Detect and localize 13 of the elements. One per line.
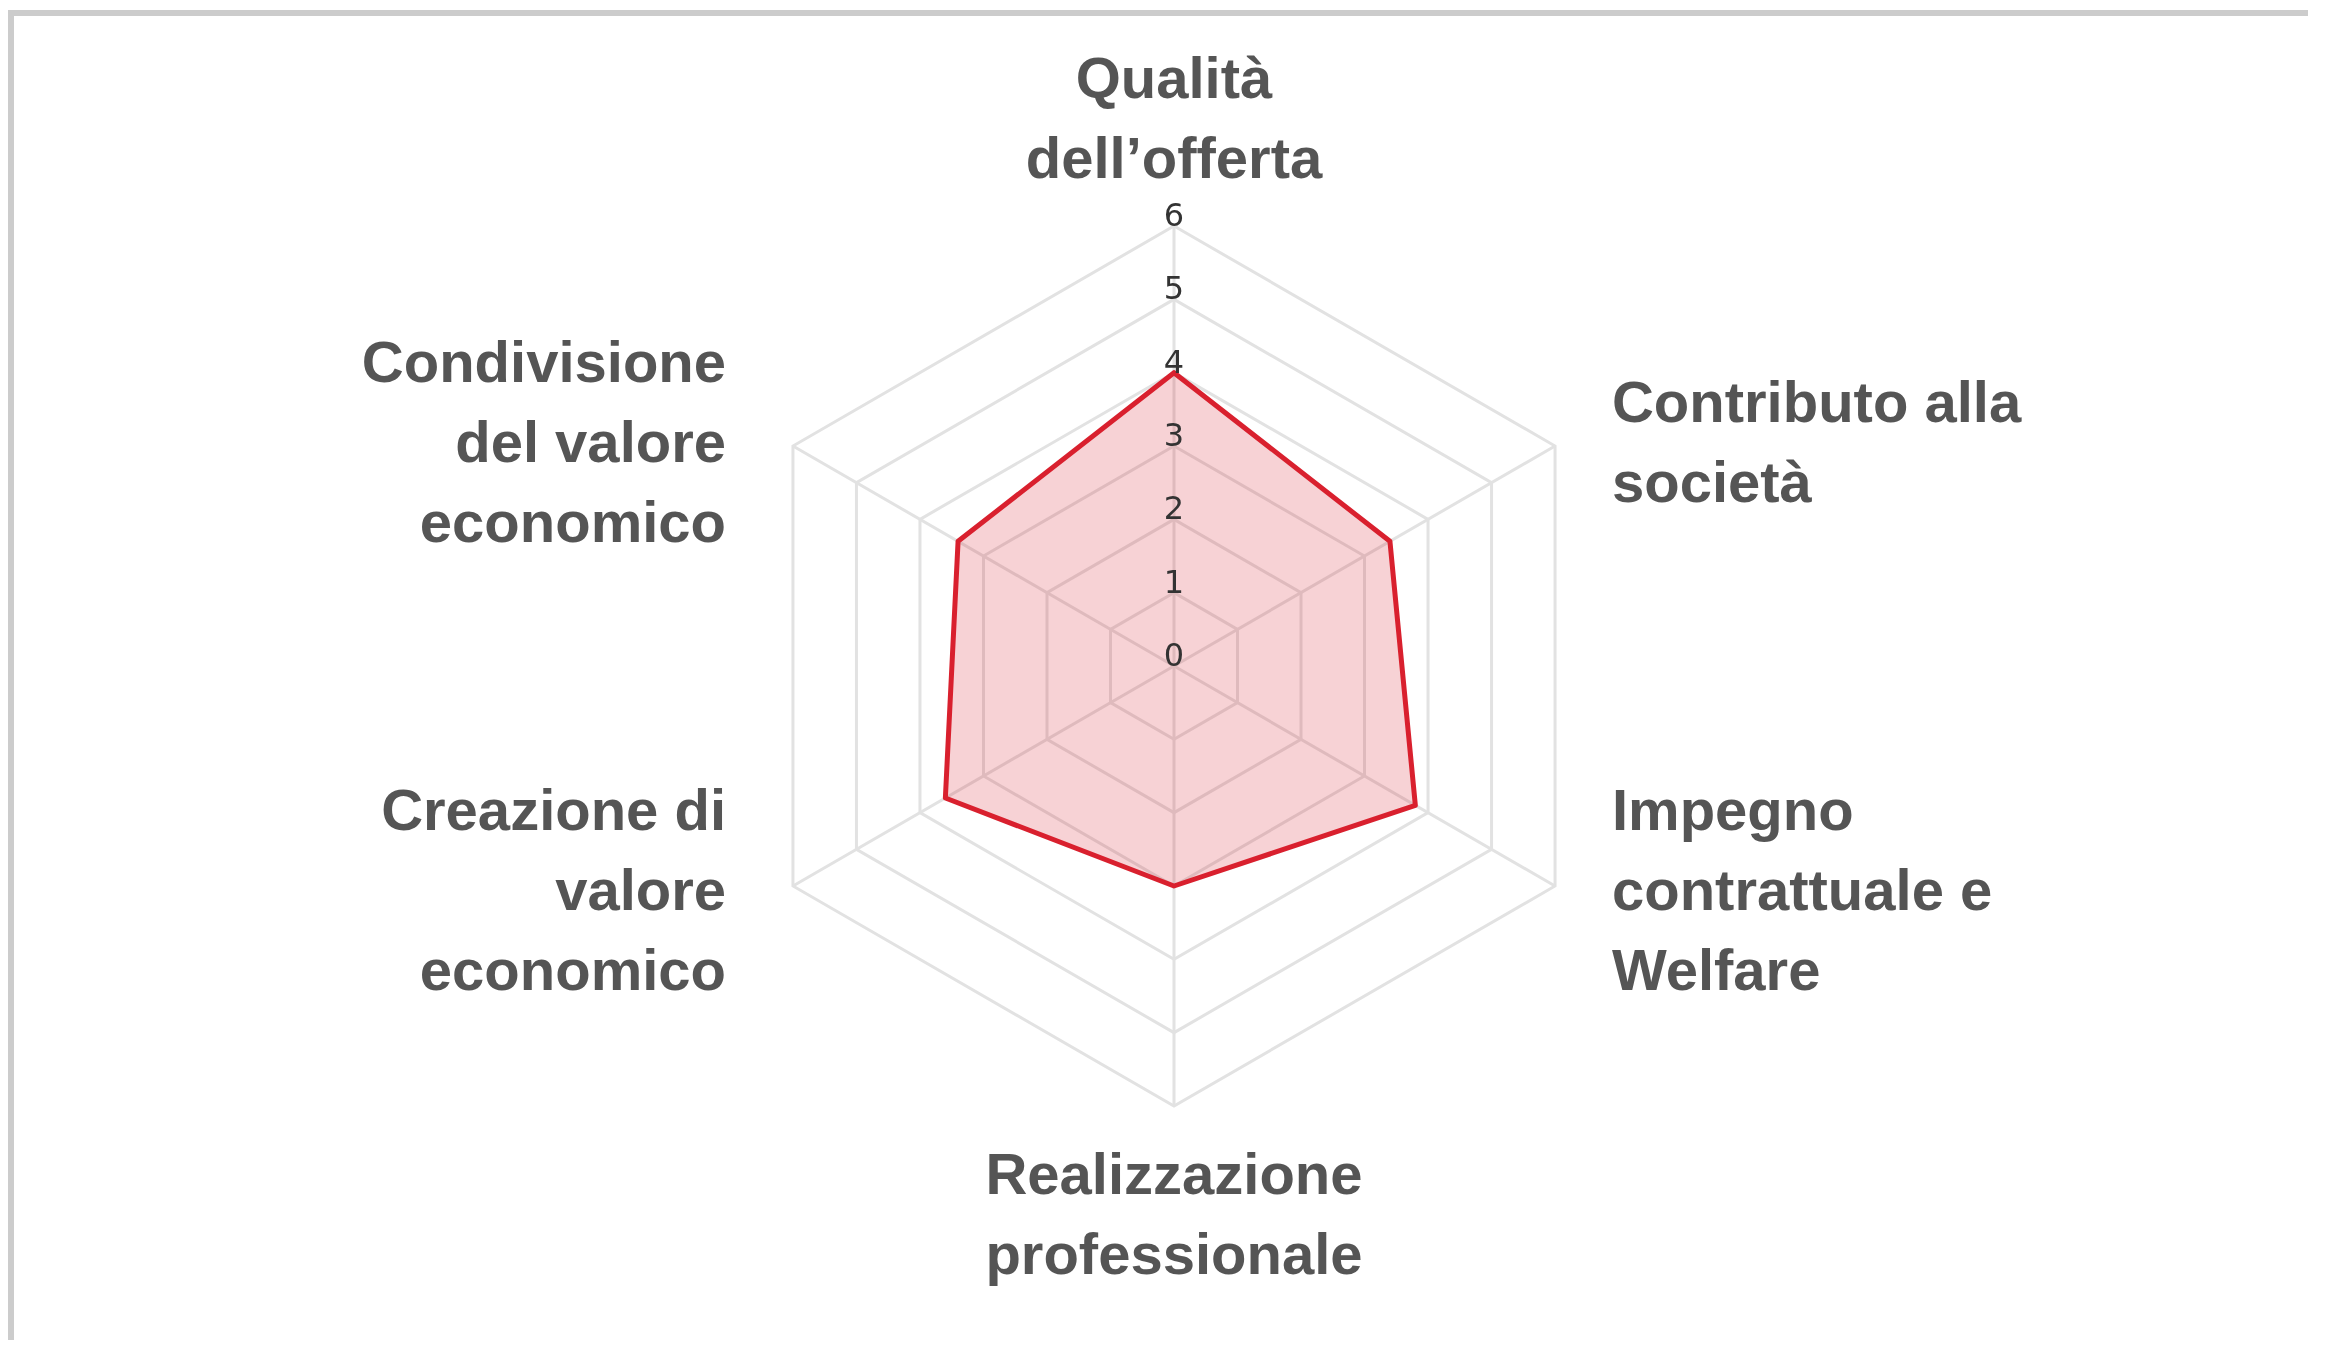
y-tick-label: 6: [1163, 196, 1185, 234]
spoke-label: Qualità dell’offerta: [1025, 45, 1323, 190]
y-tick-label: 0: [1163, 636, 1185, 674]
spoke-label: Impegno contrattuale e Welfare: [1611, 777, 1993, 1002]
y-tick-label: 4: [1163, 342, 1185, 381]
spoke-label: Realizzazione professionale: [985, 1141, 1363, 1286]
y-tick-label: 2: [1163, 489, 1185, 528]
spoke-label: Creazione di valore economico: [381, 777, 727, 1002]
spoke-label: Condivisione del valore economico: [361, 329, 727, 554]
y-tick-label: 5: [1163, 269, 1185, 308]
y-tick-label: 1: [1163, 562, 1185, 601]
spoke-label: Contributo alla società: [1611, 369, 2022, 514]
y-tick-label: 3: [1163, 416, 1185, 454]
